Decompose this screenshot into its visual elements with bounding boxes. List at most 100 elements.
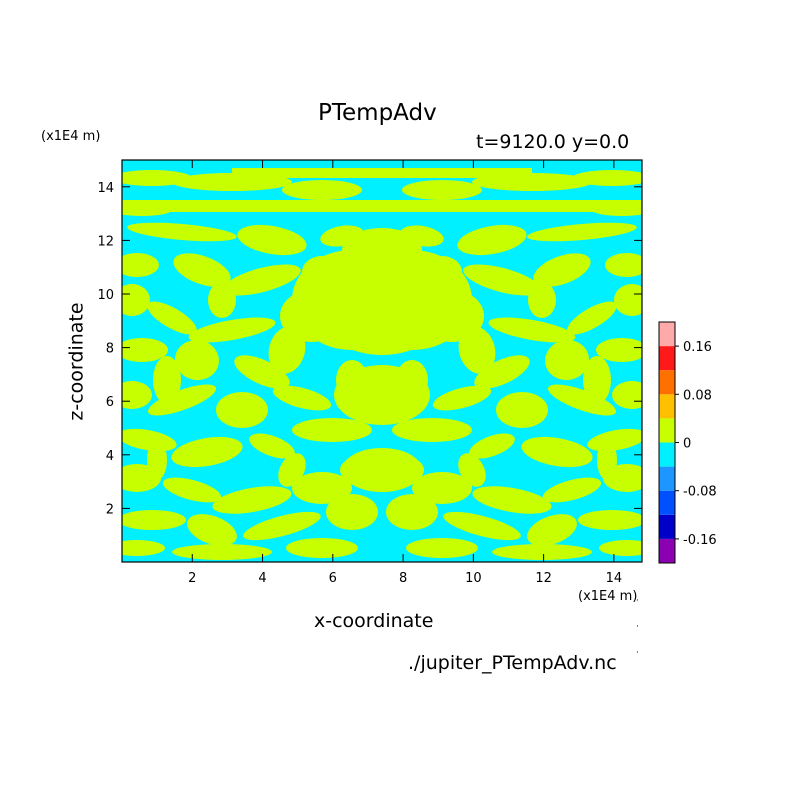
axis-ticks: 2 4 6 8 10 12 14 2 4 6 8 10 12 14 bbox=[97, 160, 642, 586]
positive-anomaly-blob bbox=[492, 544, 592, 560]
positive-anomaly-blob bbox=[122, 540, 165, 556]
positive-anomaly-blob bbox=[547, 384, 617, 416]
positive-anomaly-blob bbox=[122, 338, 168, 362]
colorbar-swatch bbox=[659, 514, 675, 539]
positive-anomaly-blob bbox=[286, 538, 358, 558]
positive-anomaly-blob bbox=[605, 253, 642, 277]
colorbar-swatch bbox=[659, 538, 675, 563]
positive-anomaly-blob bbox=[278, 453, 306, 487]
positive-anomaly-blob bbox=[474, 355, 530, 389]
x-tick-label: 12 bbox=[535, 571, 552, 586]
positive-anomaly-blob bbox=[392, 418, 472, 442]
positive-anomaly-blob bbox=[326, 494, 378, 530]
positive-anomaly-blob bbox=[458, 326, 496, 374]
positive-anomaly-blob bbox=[147, 384, 217, 416]
positive-anomaly-blob bbox=[153, 356, 181, 404]
positive-anomaly-blob bbox=[342, 448, 422, 492]
colorbar-swatch bbox=[659, 466, 675, 491]
positive-anomaly-blob bbox=[122, 381, 152, 409]
positive-anomaly-blob bbox=[402, 180, 482, 200]
positive-anomaly-blob bbox=[583, 356, 611, 404]
positive-anomaly-blob bbox=[527, 514, 577, 546]
colorbar-swatch bbox=[659, 442, 675, 467]
colorbar-tick-label: -0.16 bbox=[683, 533, 717, 548]
x-tick-label: 4 bbox=[258, 571, 266, 586]
plot-frame bbox=[121, 159, 643, 563]
x-tick-label: 8 bbox=[399, 571, 407, 586]
positive-anomaly-blob bbox=[443, 511, 521, 541]
positive-anomaly-blob bbox=[216, 392, 268, 428]
positive-anomaly-blob bbox=[292, 418, 372, 442]
y-axis-label: z-coordinate bbox=[65, 302, 88, 421]
positive-anomaly-blob bbox=[312, 245, 452, 355]
x-tick-label: 14 bbox=[606, 571, 623, 586]
positive-anomaly-blob bbox=[567, 301, 617, 335]
positive-anomaly-blob bbox=[463, 264, 541, 296]
y-tick-label: 12 bbox=[97, 234, 114, 249]
positive-anomaly-blob bbox=[212, 486, 292, 514]
positive-anomaly-blob bbox=[187, 514, 237, 546]
positive-anomaly-blob bbox=[223, 264, 301, 296]
positive-anomaly-blob bbox=[599, 540, 642, 556]
positive-anomaly-blob bbox=[527, 222, 637, 242]
x-axis-label: x-coordinate bbox=[314, 610, 434, 632]
positive-anomaly-blob bbox=[596, 338, 642, 362]
colorbar-tick-label: 0.08 bbox=[683, 388, 712, 403]
colorbar-swatch bbox=[659, 346, 675, 371]
y-tick-label: 6 bbox=[106, 395, 114, 410]
colorbar-tick-label: -0.08 bbox=[683, 485, 717, 500]
positive-anomaly-blob bbox=[171, 436, 243, 468]
positive-anomaly-blob bbox=[472, 486, 552, 514]
positive-anomaly-blob bbox=[469, 433, 515, 459]
x-tick-label: 6 bbox=[329, 571, 337, 586]
y-tick-label: 4 bbox=[106, 449, 114, 464]
colorbar-swatch bbox=[659, 418, 675, 443]
positive-anomaly-blob bbox=[545, 339, 589, 381]
y-tick-label: 2 bbox=[106, 502, 114, 517]
positive-anomaly-blob bbox=[173, 253, 231, 287]
positive-anomaly-blob bbox=[122, 284, 150, 316]
x-tick-label: 10 bbox=[465, 571, 482, 586]
source-filename: ./jupiter_PTempAdv.nc bbox=[408, 652, 617, 674]
y-unit-label: (x1E4 m) bbox=[41, 129, 101, 144]
colorbar: 0.16 0.08 0 -0.08 -0.16 bbox=[658, 321, 717, 564]
positive-anomaly-blob bbox=[175, 339, 219, 381]
positive-anomaly-blob bbox=[282, 180, 362, 200]
positive-anomaly-blob bbox=[243, 511, 321, 541]
positive-anomaly-blob bbox=[533, 253, 591, 287]
colorbar-swatch bbox=[659, 322, 675, 347]
colorbar-tick-label: 0.16 bbox=[683, 340, 712, 355]
x-unit-label: (x1E4 m) bbox=[578, 589, 638, 604]
colorbar-swatch bbox=[659, 394, 675, 419]
positive-anomaly-blob bbox=[172, 544, 272, 560]
positive-anomaly-blob bbox=[432, 385, 492, 411]
colorbar-tick-label: 0 bbox=[683, 437, 691, 452]
positive-anomaly-blob bbox=[488, 317, 576, 343]
chart-subtitle: t=9120.0 y=0.0 bbox=[476, 131, 630, 153]
positive-anomaly-band bbox=[232, 168, 532, 178]
positive-anomaly-blob bbox=[597, 440, 617, 480]
positive-anomaly-blob bbox=[249, 433, 295, 459]
y-tick-label: 14 bbox=[97, 181, 114, 196]
positive-anomaly-blob bbox=[614, 284, 642, 316]
positive-anomaly-blob bbox=[458, 453, 486, 487]
positive-anomaly-blob bbox=[528, 282, 556, 318]
positive-anomaly-blob bbox=[127, 222, 237, 242]
positive-anomaly-regions bbox=[122, 168, 642, 560]
y-tick-label: 10 bbox=[97, 288, 114, 303]
footer-marks: · · · bbox=[636, 596, 639, 658]
positive-anomaly-blob bbox=[406, 538, 478, 558]
positive-anomaly-blob bbox=[162, 477, 222, 503]
x-tick-label: 2 bbox=[188, 571, 196, 586]
positive-anomaly-blob bbox=[412, 472, 472, 504]
positive-anomaly-blob bbox=[237, 224, 307, 256]
y-tick-label: 8 bbox=[106, 342, 114, 357]
positive-anomaly-blob bbox=[122, 510, 186, 530]
positive-anomaly-blob bbox=[188, 317, 276, 343]
positive-anomaly-blob bbox=[386, 494, 438, 530]
colorbar-swatch bbox=[659, 370, 675, 395]
positive-anomaly-blob bbox=[334, 365, 430, 425]
positive-anomaly-blob bbox=[234, 355, 290, 389]
positive-anomaly-blob bbox=[342, 228, 422, 272]
